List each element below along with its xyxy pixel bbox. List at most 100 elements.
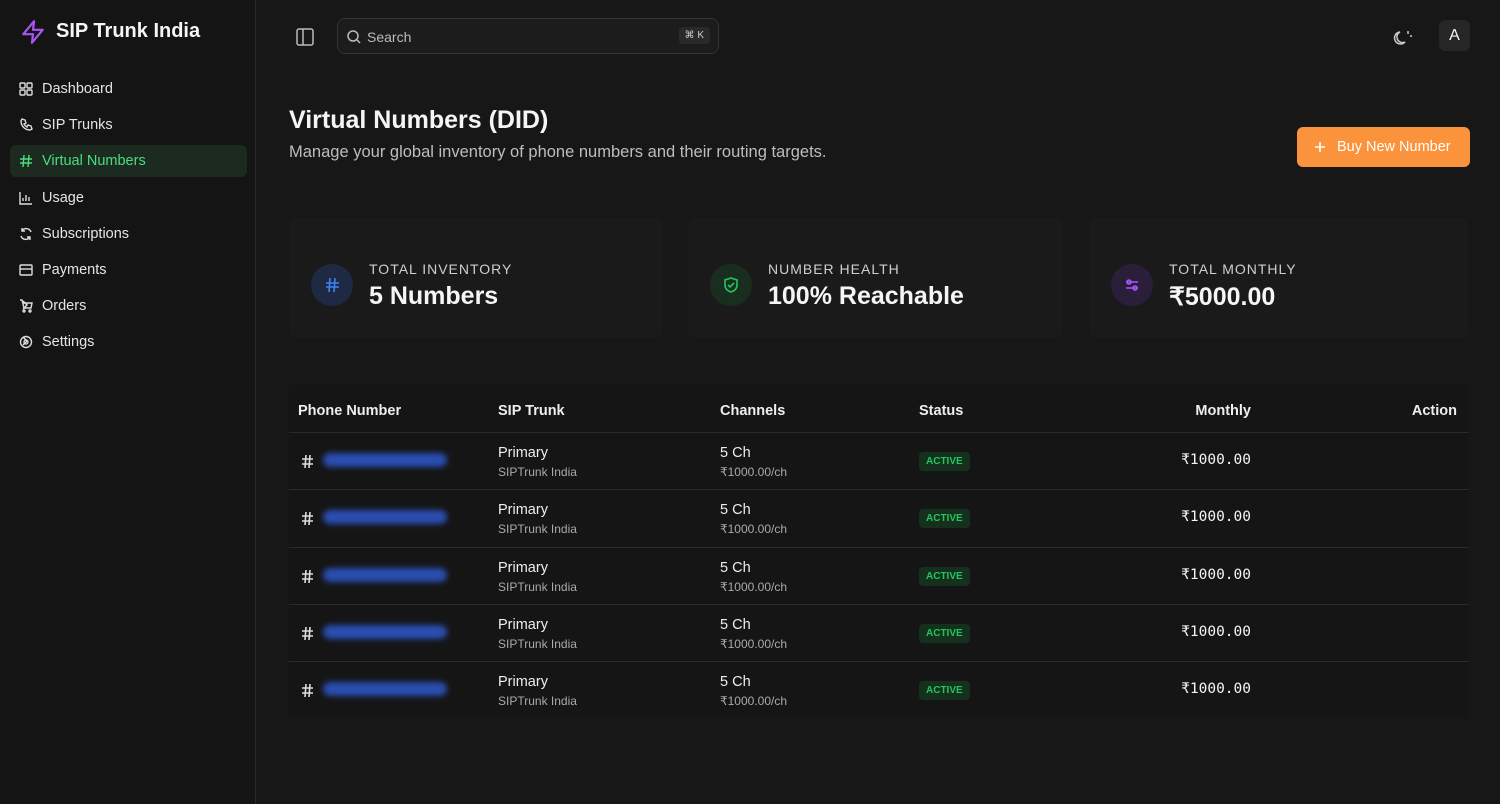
nav-label: Subscriptions [42,225,130,242]
monthly-price: ₹1000.00 [1181,509,1251,526]
hash-icon [302,626,313,640]
status-badge: ACTIVE [919,681,970,701]
channels: 5 Ch [720,445,751,461]
numbers-table: Phone Number SIP Trunk Channels Status Month… [289,385,1469,718]
channel-rate: ₹1000.00/ch [720,694,788,709]
stat-card: TOTAL MONTHLY ₹5000.00 [1089,218,1468,338]
hash-icon [302,454,313,469]
blurred-number [323,510,447,525]
nav-label: SIP Trunks [42,117,113,134]
nav-label: Orders [42,298,87,315]
stat-value: ₹5000.00 [1169,283,1276,311]
stat-card: NUMBER HEALTH 100% Reachable [688,218,1063,338]
stat-icon [1111,264,1153,306]
trunk-name: Primary [498,502,548,519]
trunk-name: Primary [498,559,548,576]
channels: 5 Ch [720,559,751,576]
trunk-provider: SIPTrunk India [498,465,577,479]
blurred-number [323,682,447,697]
nav-icon [19,191,32,205]
stat-label: TOTAL INVENTORY [369,261,513,277]
channel-rate: ₹1000.00/ch [720,579,788,594]
nav-item[interactable]: Subscriptions [10,218,247,250]
column-header: Status [919,403,964,419]
buy-button[interactable]: Buy New Number [1297,127,1470,167]
trunk-provider: SIPTrunk India [498,522,577,537]
search-box[interactable]: Search ⌘ K [337,18,719,54]
channel-rate: ₹1000.00/ch [720,636,788,651]
stat-card: TOTAL INVENTORY 5 Numbers [289,218,663,338]
stat-glyph [724,277,738,293]
table-row: Primary SIPTrunk India 5 Ch ₹1000.00/ch ACTI… [289,546,1469,604]
nav-icon [20,299,33,313]
column-header: Phone Number [298,403,402,419]
blurred-number [323,453,447,467]
page-subtitle: Manage your global inventory of phone nu… [289,143,827,161]
nav-icon [20,227,32,240]
chevron [22,336,29,346]
nav-icon [20,118,33,131]
nav-icon [19,82,33,96]
table-row: Primary SIPTrunk India 5 Ch ₹1000.00/ch ACTI… [289,661,1469,718]
blurred-number [323,624,447,639]
sidebar: SIP Trunk India Dashboard SIP Trunks Virtu… [0,0,256,804]
plus-icon [1315,142,1325,152]
page-title: Virtual Numbers (DID) [289,106,549,134]
avatar[interactable]: A [1439,20,1470,51]
column-header: SIP Trunk [498,403,565,419]
stat-value: 5 Numbers [369,282,499,310]
nav-item[interactable]: Virtual Numbers [10,145,247,178]
column-header: Action [1411,403,1457,419]
nav-label: Virtual Numbers [42,153,146,170]
channel-rate: ₹1000.00/ch [720,465,788,479]
monthly-price: ₹1000.00 [1181,452,1251,468]
trunk-name: Primary [498,674,548,691]
status-badge: ACTIVE [919,452,970,471]
nav-item[interactable]: Dashboard [10,73,247,105]
search-icon [347,30,361,44]
nav-label: Dashboard [42,81,113,97]
search-placeholder: Search [367,29,412,45]
status-badge: ACTIVE [919,509,970,529]
nav-label: Settings [42,334,95,351]
buy-label: Buy New Number [1337,139,1451,155]
stat-glyph [1126,279,1138,291]
column-header: Channels [720,403,786,419]
nav-item[interactable]: Usage [10,182,247,214]
nav-item[interactable]: Settings [10,326,247,358]
stat-icon [710,264,752,306]
nav-item[interactable]: Orders [10,290,247,322]
trunk-name: Primary [498,445,548,461]
sidebar-toggle[interactable] [295,27,315,47]
stat-icon [311,264,353,306]
monthly-price: ₹1000.00 [1181,566,1251,583]
table-row: Primary SIPTrunk India 5 Ch ₹1000.00/ch ACTI… [289,432,1469,489]
brand: SIP Trunk India [56,20,201,42]
trunk-name: Primary [498,616,548,633]
nav-item[interactable]: SIP Trunks [10,109,247,141]
hash-icon [302,684,313,698]
trunk-provider: SIPTrunk India [498,579,577,594]
hash-icon [302,569,313,583]
stat-label: TOTAL MONTHLY [1169,261,1297,277]
trunk-provider: SIPTrunk India [498,636,577,651]
logo [22,20,44,44]
nav-label: Usage [42,189,84,206]
table-row: Primary SIPTrunk India 5 Ch ₹1000.00/ch ACTI… [289,489,1469,546]
stat-value: 100% Reachable [768,282,964,310]
nav-icon [20,155,32,168]
nav-label: Payments [42,262,107,278]
shortcut: ⌘ K [678,27,710,44]
nav-icon [19,264,33,276]
channels: 5 Ch [720,674,751,691]
channels: 5 Ch [720,502,751,519]
theme-toggle[interactable] [1393,27,1413,47]
stat-label: NUMBER HEALTH [768,261,900,277]
hash-icon [302,512,313,526]
nav-item[interactable]: Payments [10,254,247,286]
column-header: Monthly [1195,403,1251,419]
monthly-price: ₹1000.00 [1181,681,1251,698]
blurred-number [323,567,447,582]
stat-glyph [326,277,339,293]
